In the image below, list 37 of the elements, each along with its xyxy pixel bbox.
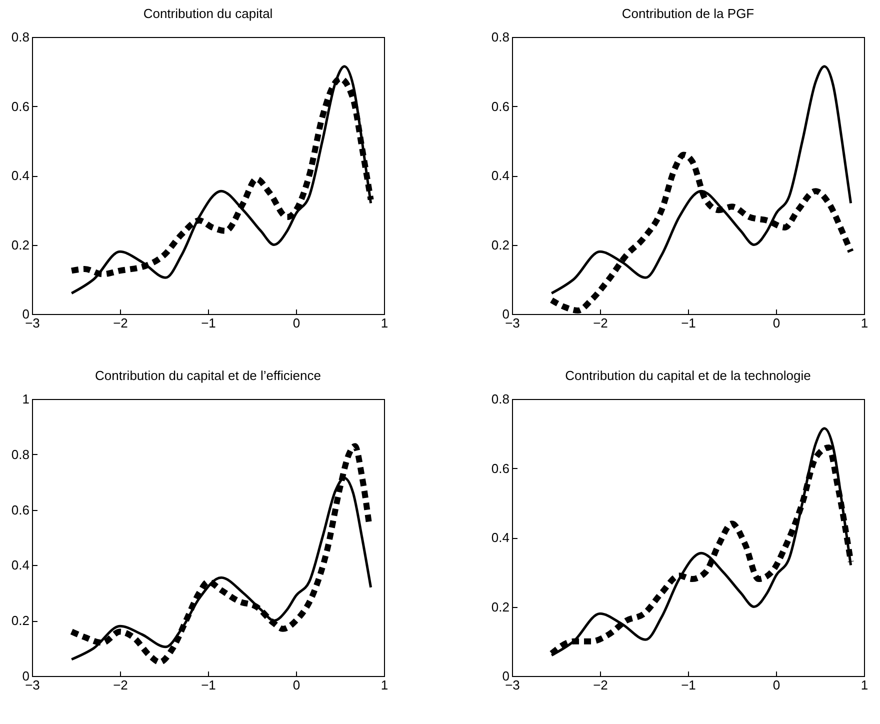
y-tick-label: 0.2 [11, 237, 30, 252]
chart-title: Contribution du capital [143, 6, 273, 21]
y-tick-label: 1 [22, 392, 30, 406]
y-tick-label: 0.8 [491, 392, 510, 406]
x-tick-label: −1 [201, 316, 216, 330]
x-tick-label: −1 [201, 678, 216, 692]
y-tick-label: 0.4 [491, 530, 510, 545]
x-tick-label: 0 [772, 316, 780, 330]
y-tick-label: 0.8 [491, 30, 510, 44]
x-tick-label: −2 [593, 316, 608, 330]
chart-title: Contribution de la PGF [622, 6, 754, 21]
x-tick-label: 1 [860, 678, 868, 692]
chart-title: Contribution du capital et de la technologie [565, 368, 811, 383]
chart-title: Contribution du capital et de l’efficience [95, 368, 321, 383]
y-tick-label: 0.4 [491, 168, 510, 183]
y-tick-label: 0.4 [11, 558, 30, 573]
y-tick-label: 0.6 [11, 502, 30, 518]
y-tick-label: 0.6 [11, 98, 30, 114]
x-tick-label: 0 [772, 678, 780, 692]
x-tick-label: −2 [593, 678, 608, 692]
y-tick-label: 0.8 [11, 30, 30, 44]
x-tick-label: 1 [860, 316, 868, 330]
x-tick-label: 0 [292, 678, 300, 692]
x-tick-label: −2 [113, 678, 128, 692]
y-tick-label: 0.6 [491, 460, 510, 476]
x-tick-label: 1 [380, 678, 388, 692]
y-tick-label: 0.6 [491, 98, 510, 114]
x-tick-label: −1 [681, 678, 696, 692]
y-tick-label: 0.8 [11, 446, 30, 462]
y-tick-label: 0.2 [11, 613, 30, 628]
y-tick-label: 0.2 [491, 237, 510, 252]
y-tick-label: 0.4 [11, 168, 30, 183]
y-tick-label: 0.2 [491, 599, 510, 614]
x-tick-label: 1 [380, 316, 388, 330]
x-tick-label: −2 [113, 316, 128, 330]
x-tick-label: −1 [681, 316, 696, 330]
x-tick-label: 0 [292, 316, 300, 330]
